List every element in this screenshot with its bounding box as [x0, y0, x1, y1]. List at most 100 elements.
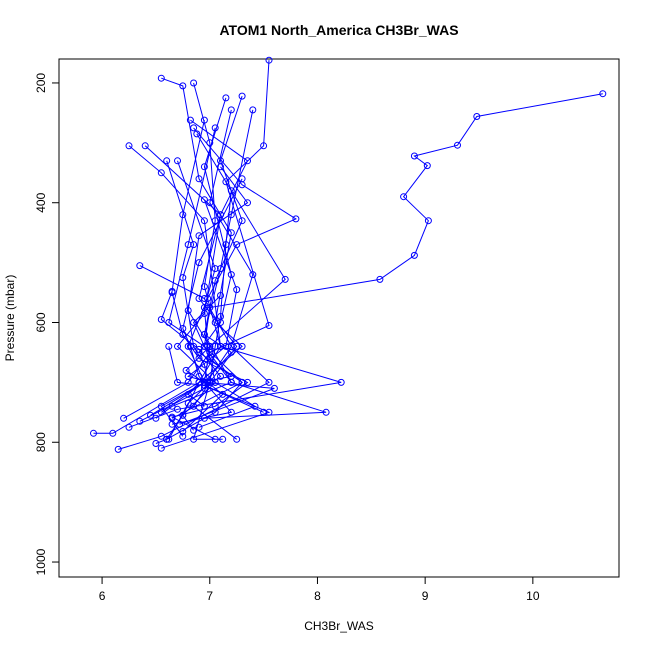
data-point-0-1 — [473, 113, 481, 120]
x-tick-label-1: 7 — [206, 589, 213, 603]
data-point-17-4 — [206, 342, 214, 350]
data-point-12-1 — [281, 275, 289, 283]
y-tick-label-4: 1000 — [34, 548, 48, 575]
data-point-21-3 — [200, 331, 208, 338]
data-point-21-1 — [227, 211, 235, 219]
data-point-5-3 — [200, 283, 208, 291]
data-point-9-2 — [249, 271, 257, 279]
series-8 — [200, 92, 330, 422]
data-point-4-5 — [238, 342, 246, 350]
data-point-7-1 — [200, 163, 208, 171]
data-point-22-6 — [211, 435, 219, 443]
data-point-12-0 — [193, 130, 201, 138]
data-point-21-4 — [227, 348, 235, 356]
data-point-9-5 — [265, 408, 273, 416]
data-point-12-3 — [182, 366, 190, 374]
data-point-0-3 — [410, 152, 418, 160]
series-4 — [90, 74, 246, 437]
data-point-24-5 — [184, 390, 192, 398]
series-line-9 — [161, 109, 271, 449]
data-point-19-4 — [206, 378, 214, 386]
data-point-21-6 — [157, 402, 165, 410]
data-point-10-1 — [244, 157, 251, 165]
data-point-22-0 — [168, 289, 176, 296]
x-tick-label-0: 6 — [99, 589, 106, 603]
data-point-15-6 — [219, 390, 227, 398]
series-1 — [120, 56, 273, 422]
data-point-8-2 — [238, 217, 246, 225]
data-point-5-5 — [337, 378, 345, 386]
data-point-7-7 — [163, 435, 171, 443]
data-point-4-0 — [157, 74, 165, 82]
data-point-18-6 — [233, 435, 241, 443]
data-point-6-6 — [219, 435, 227, 443]
data-point-24-3 — [227, 372, 235, 380]
data-point-13-3 — [157, 316, 165, 323]
y-tick-label-3: 800 — [34, 432, 48, 452]
y-axis: 200 400 600 800 1000 — [34, 73, 59, 575]
data-point-24-6 — [200, 402, 208, 410]
data-point-18-1 — [233, 286, 241, 294]
series-line-5 — [128, 82, 342, 428]
data-point-23-2 — [200, 381, 208, 389]
data-point-19-2 — [217, 313, 224, 320]
data-point-15-0 — [163, 157, 171, 165]
data-point-21-7 — [179, 432, 187, 440]
data-point-7-8 — [152, 440, 160, 447]
data-point-11-3 — [233, 241, 241, 249]
series-0 — [168, 90, 607, 422]
series-line-1 — [123, 60, 270, 419]
data-point-8-6 — [322, 408, 330, 416]
data-point-1-1 — [260, 142, 268, 150]
data-point-24-1 — [190, 319, 198, 326]
data-point-14-2 — [165, 319, 173, 326]
data-point-22-1 — [179, 331, 187, 338]
data-point-11-0 — [190, 124, 198, 132]
data-point-2-0 — [125, 142, 133, 150]
data-point-17-2 — [195, 232, 203, 240]
data-point-7-0 — [222, 94, 230, 102]
data-point-13-0 — [200, 116, 208, 124]
series-line-19 — [168, 190, 232, 440]
data-point-10-4 — [174, 342, 181, 350]
x-tick-label-2: 8 — [314, 589, 321, 603]
data-point-4-8 — [90, 429, 97, 437]
data-point-21-0 — [249, 106, 257, 114]
data-point-6-2 — [195, 295, 203, 302]
data-point-18-3 — [184, 372, 192, 380]
data-point-14-0 — [211, 124, 219, 132]
series-23 — [165, 342, 268, 416]
data-point-20-3 — [186, 342, 194, 350]
data-point-3-4 — [157, 432, 165, 440]
data-point-22-4 — [211, 402, 219, 410]
data-point-11-7 — [270, 384, 278, 392]
data-point-14-1 — [184, 241, 192, 249]
x-tick-label-3: 9 — [422, 589, 429, 603]
series-line-18 — [187, 199, 238, 440]
data-point-1-3 — [265, 322, 273, 329]
data-point-24-0 — [217, 292, 224, 299]
data-point-3-5 — [114, 445, 122, 453]
series-line-24 — [187, 295, 233, 407]
data-point-1-2 — [222, 178, 230, 186]
series-line-3 — [118, 265, 270, 450]
data-point-19-3 — [211, 342, 219, 350]
data-point-23-3 — [260, 408, 268, 416]
series-line-12 — [172, 133, 286, 425]
x-axis-label: CH3Br_WAS — [304, 619, 374, 633]
data-point-6-0 — [141, 142, 149, 150]
series-19 — [165, 187, 235, 443]
data-point-19-6 — [165, 435, 173, 443]
data-point-23-0 — [165, 342, 173, 350]
data-point-21-2 — [217, 265, 224, 273]
series-22 — [168, 289, 251, 443]
y-tick-label-2: 600 — [34, 312, 48, 332]
data-point-2-1 — [157, 169, 165, 177]
data-point-4-1 — [179, 82, 187, 90]
data-point-16-6 — [190, 426, 198, 434]
data-point-15-1 — [190, 241, 198, 249]
data-point-2-2 — [200, 217, 208, 225]
data-point-5-0 — [190, 79, 198, 87]
x-axis: 6 7 8 9 10 — [99, 577, 540, 603]
